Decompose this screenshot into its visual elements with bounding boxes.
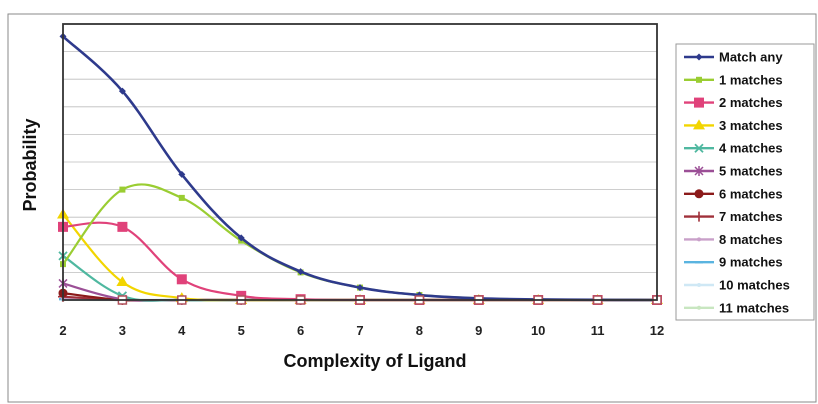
legend-item: Match any [684, 50, 783, 65]
legend-label: 11 matches [719, 300, 789, 315]
legend-label: 6 matches [719, 186, 783, 201]
legend-marker [697, 237, 701, 242]
x-tick-label: 7 [356, 323, 363, 338]
legend-item: 4 matches [684, 141, 783, 156]
legend-item: 7 matches [684, 209, 783, 224]
x-tick-label: 8 [416, 323, 423, 338]
legend-label: 1 matches [719, 72, 783, 87]
x-tick-label: 4 [178, 323, 186, 338]
plot-area-border [62, 23, 658, 301]
y-axis-title: Probability [20, 118, 40, 211]
data-point [178, 170, 186, 178]
legend: Match any 1 matches 2 matches 3 matches 4 ma… [675, 43, 815, 321]
legend-item: 10 matches [684, 278, 790, 293]
gridlines [63, 51, 657, 273]
legend-marker [696, 76, 702, 83]
legend-marker [693, 119, 705, 130]
legend-item: 8 matches [684, 232, 783, 247]
legend-marker [694, 97, 704, 108]
data-point [118, 87, 126, 95]
x-tick-label: 5 [238, 323, 245, 338]
data-point [297, 268, 305, 276]
legend-item: 1 matches [684, 72, 783, 87]
legend-label: 9 matches [719, 255, 783, 270]
legend-label: 8 matches [719, 232, 783, 247]
legend-marker [695, 261, 703, 264]
data-point [176, 274, 187, 285]
legend-marker [697, 305, 701, 310]
data-point [119, 186, 126, 193]
data-point [178, 194, 185, 201]
legend-label: 2 matches [719, 95, 783, 110]
legend-label: 3 matches [719, 118, 783, 133]
legend-marker [697, 283, 701, 287]
data-point [356, 284, 364, 292]
x-tick-label: 6 [297, 323, 304, 338]
x-axis-title: Complexity of Ligand [283, 351, 466, 371]
x-tick-label: 11 [591, 323, 605, 338]
x-tick-label: 9 [475, 323, 482, 338]
legend-item: 11 matches [684, 300, 789, 315]
legend-item: 5 matches [684, 164, 783, 179]
x-tick-labels: 2 3 4 5 6 7 8 9 10 11 12 [59, 323, 664, 338]
legend-item: 3 matches [684, 118, 783, 133]
legend-marker [694, 189, 704, 199]
legend-label: 7 matches [719, 209, 783, 224]
x-tick-label: 2 [59, 323, 66, 338]
legend-item: 6 matches [684, 186, 783, 201]
legend-item: 2 matches [684, 95, 783, 110]
legend-item: 9 matches [684, 255, 783, 270]
legend-marker [694, 211, 704, 222]
legend-marker [694, 143, 704, 153]
legend-label: 5 matches [719, 164, 783, 179]
legend-label: 10 matches [719, 278, 790, 293]
x-tick-label: 10 [531, 323, 545, 338]
legend-marker [694, 166, 704, 176]
data-point [117, 221, 128, 232]
legend-label: 4 matches [719, 141, 783, 156]
legend-box [675, 43, 815, 321]
x-tick-label: 3 [119, 323, 126, 338]
data-point [237, 234, 245, 242]
legend-marker [695, 53, 703, 61]
data-point [116, 276, 129, 287]
x-tick-label: 12 [650, 323, 664, 338]
legend-label: Match any [719, 50, 783, 65]
